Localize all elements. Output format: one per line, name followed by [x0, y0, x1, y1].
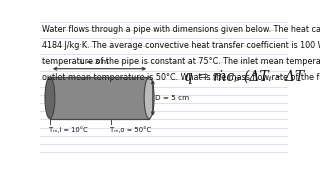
Ellipse shape: [45, 77, 55, 119]
Text: q = ṁcₚ (ΔTᵢ - ΔT: q = ṁcₚ (ΔTᵢ - ΔT: [184, 70, 304, 84]
Text: Tₘ,o = 50°C: Tₘ,o = 50°C: [110, 126, 151, 133]
Text: temperature of the pipe is constant at 75°C. The inlet mean temperature is 10°C : temperature of the pipe is constant at 7…: [43, 57, 320, 66]
Text: D = 5 cm: D = 5 cm: [155, 95, 189, 101]
Ellipse shape: [144, 77, 154, 119]
Text: Water flows through a pipe with dimensions given below. The heat capacity of wat: Water flows through a pipe with dimensio…: [43, 25, 320, 34]
Text: outlet mean temperature is 50°C. What is the mass flow rate of the fluid?: outlet mean temperature is 50°C. What is…: [43, 73, 320, 82]
Text: 4184 J/kg·K. The average convective heat transfer coefficient is 100 W/m²·K. The: 4184 J/kg·K. The average convective heat…: [43, 41, 320, 50]
Text: L = 3 m: L = 3 m: [80, 59, 109, 65]
Bar: [50, 77, 149, 119]
Text: Tₘ,i = 10°C: Tₘ,i = 10°C: [49, 126, 87, 133]
